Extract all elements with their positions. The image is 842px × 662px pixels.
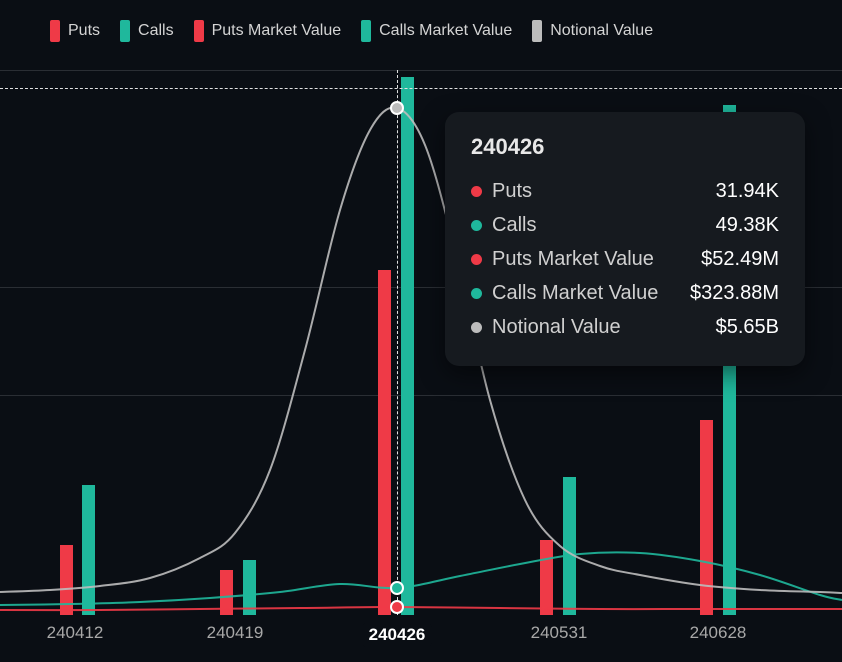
tooltip-dot-icon [471, 288, 482, 299]
legend-swatch [361, 20, 371, 42]
legend-item-calls[interactable]: Calls [120, 20, 174, 42]
crosshair-vertical [397, 70, 398, 615]
tooltip-row: Puts 31.94K [471, 174, 779, 208]
x-axis: 240412 240419 240426 240531 240628 [0, 615, 842, 655]
legend-label: Puts [68, 22, 100, 40]
legend-swatch [120, 20, 130, 42]
crosshair-marker [390, 600, 404, 614]
legend-label: Notional Value [550, 22, 653, 40]
legend-item-calls-mv[interactable]: Calls Market Value [361, 20, 512, 42]
legend-label: Calls Market Value [379, 22, 512, 40]
tooltip-label: Calls Market Value [492, 276, 658, 310]
legend-label: Calls [138, 22, 174, 40]
tooltip-dot-icon [471, 322, 482, 333]
legend-swatch [532, 20, 542, 42]
tooltip-row: Calls Market Value $323.88M [471, 276, 779, 310]
tooltip-label: Calls [492, 208, 536, 242]
x-axis-label: 240426 [363, 623, 432, 647]
bar [401, 77, 414, 615]
legend-swatch [194, 20, 204, 42]
tooltip-label: Puts Market Value [492, 242, 654, 276]
tooltip-label: Puts [492, 174, 532, 208]
bar [378, 270, 391, 615]
tooltip-row: Notional Value $5.65B [471, 310, 779, 344]
gridline [0, 395, 842, 396]
chart-legend: Puts Calls Puts Market Value Calls Marke… [50, 20, 653, 42]
x-axis-label: 240531 [531, 623, 588, 643]
dashed-horizontal [0, 88, 842, 89]
bar [540, 540, 553, 615]
legend-item-puts[interactable]: Puts [50, 20, 100, 42]
curve-putsMV [0, 607, 842, 610]
bar [700, 420, 713, 615]
legend-item-notional[interactable]: Notional Value [532, 20, 653, 42]
legend-item-puts-mv[interactable]: Puts Market Value [194, 20, 342, 42]
tooltip-value: $5.65B [716, 310, 779, 344]
tooltip-value: 49.38K [716, 208, 779, 242]
bar [82, 485, 95, 615]
gridline [0, 70, 842, 71]
legend-label: Puts Market Value [212, 22, 342, 40]
legend-swatch [50, 20, 60, 42]
crosshair-marker [390, 101, 404, 115]
x-axis-label: 240419 [207, 623, 264, 643]
x-axis-label: 240628 [690, 623, 747, 643]
tooltip-value: $323.88M [690, 276, 779, 310]
tooltip-dot-icon [471, 220, 482, 231]
bar [220, 570, 233, 615]
x-axis-label: 240412 [47, 623, 104, 643]
bar [60, 545, 73, 615]
chart-tooltip: 240426 Puts31.94KCalls49.38KPuts Market … [445, 112, 805, 366]
tooltip-row: Calls 49.38K [471, 208, 779, 242]
tooltip-value: 31.94K [716, 174, 779, 208]
tooltip-title: 240426 [471, 134, 779, 160]
tooltip-label: Notional Value [492, 310, 621, 344]
crosshair-marker [390, 581, 404, 595]
tooltip-value: $52.49M [701, 242, 779, 276]
tooltip-dot-icon [471, 186, 482, 197]
curve-callsMV [0, 552, 842, 605]
bar [563, 477, 576, 615]
tooltip-row: Puts Market Value $52.49M [471, 242, 779, 276]
bar [243, 560, 256, 615]
tooltip-dot-icon [471, 254, 482, 265]
